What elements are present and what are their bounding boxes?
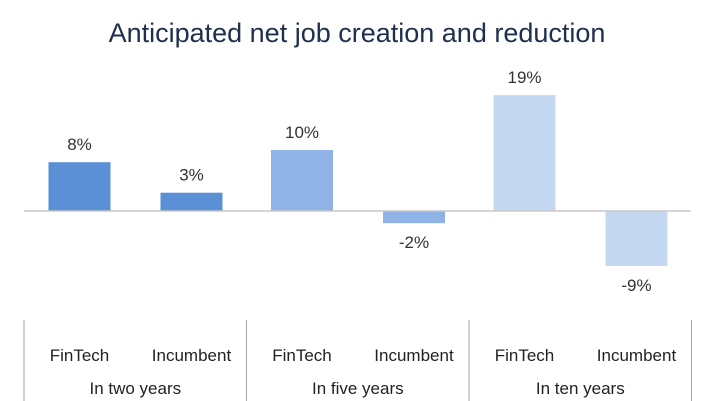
category-label: Incumbent [374,346,454,365]
category-label: FinTech [272,346,332,365]
bar-fintech-1 [48,162,111,211]
group-label: In two years [89,379,181,398]
category-label: Incumbent [152,346,232,365]
data-labels-group: 8% 3% 10% -2% 19% -9% [67,68,651,295]
data-label: -2% [399,233,429,252]
data-label: 10% [285,123,319,142]
data-label: 3% [179,166,204,185]
category-axis: FinTech Incumbent In two years FinTech Incum… [23,320,692,401]
bars-group [48,95,668,266]
category-label: FinTech [495,346,555,365]
bar-fintech-3 [493,95,556,211]
category-label: Incumbent [597,346,677,365]
chart-title: Anticipated net job creation and reducti… [109,18,606,48]
bar-fintech-2 [271,150,333,211]
group-label: In ten years [536,379,625,398]
bar-incumbent-2 [383,211,445,224]
group-label: In five years [312,379,404,398]
data-label: 19% [507,68,541,87]
data-label: -9% [621,276,651,295]
bar-incumbent-1 [160,192,223,211]
category-label: FinTech [50,346,110,365]
data-label: 8% [67,135,92,154]
bar-incumbent-3 [605,211,668,266]
